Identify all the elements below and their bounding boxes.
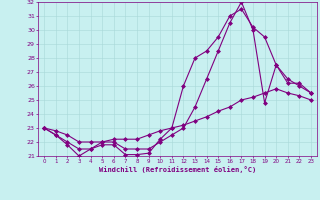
X-axis label: Windchill (Refroidissement éolien,°C): Windchill (Refroidissement éolien,°C) xyxy=(99,166,256,173)
